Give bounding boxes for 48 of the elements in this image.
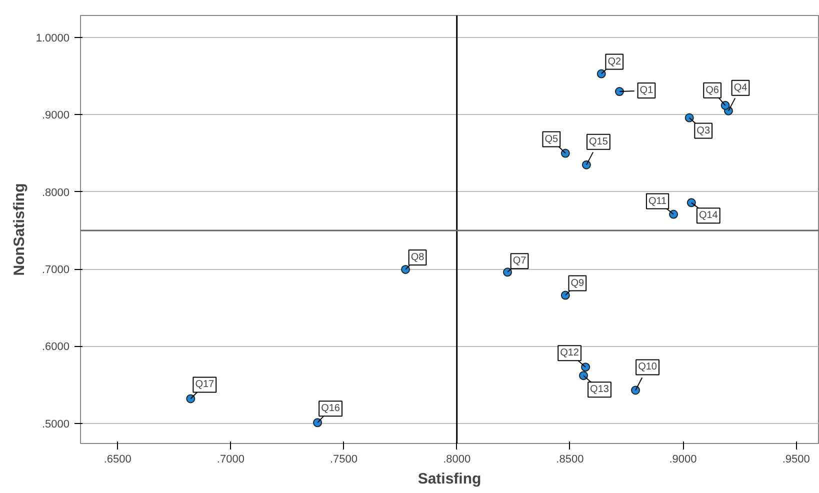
annotation: Q14 xyxy=(698,210,718,222)
x-tick-label: .7500 xyxy=(330,454,358,466)
y-tick-label: .9000 xyxy=(42,110,70,122)
point xyxy=(686,198,696,208)
y-tick-label: .8000 xyxy=(42,186,70,199)
point xyxy=(669,210,678,219)
annotation: Q13 xyxy=(590,384,610,396)
annotation: Q7 xyxy=(512,256,527,267)
annotation: Q2 xyxy=(608,56,622,68)
annotation: Q3 xyxy=(696,125,710,136)
point xyxy=(684,113,694,122)
y-axis-title: NonSatisfing xyxy=(10,183,28,276)
y-tick-label: .5000 xyxy=(42,418,70,430)
point xyxy=(631,386,640,395)
annotation: Q15 xyxy=(588,136,608,148)
x-axis-title: Satisfing xyxy=(418,470,482,488)
x-tick-label: .9000 xyxy=(669,454,697,466)
point xyxy=(313,418,322,428)
x-tick-label: .8500 xyxy=(556,454,584,466)
x-tick-label: .9500 xyxy=(782,454,810,466)
point xyxy=(503,268,512,277)
point xyxy=(560,290,570,300)
annotation: Q9 xyxy=(570,278,585,289)
x-tick-label: .8000 xyxy=(443,454,471,466)
point xyxy=(614,87,624,96)
point xyxy=(560,148,570,158)
annotation: Q17 xyxy=(195,379,215,390)
y-tick-label: 1.0000 xyxy=(36,32,70,44)
point xyxy=(596,69,606,78)
y-tick-label: .7000 xyxy=(42,264,70,276)
point xyxy=(720,100,730,110)
point xyxy=(582,160,591,170)
y-tick-label: .6000 xyxy=(42,341,70,354)
x-tick-label: .7000 xyxy=(216,454,244,466)
annotation: Q4 xyxy=(734,82,748,94)
point xyxy=(186,394,196,404)
annotation: Q8 xyxy=(410,252,425,263)
point xyxy=(401,264,410,274)
point xyxy=(581,362,590,372)
annotation: Q11 xyxy=(648,196,668,207)
annotation: Q6 xyxy=(706,84,720,96)
annotation: Q5 xyxy=(544,134,559,145)
annotation: Q1 xyxy=(640,85,654,96)
point xyxy=(579,371,588,380)
annotation: Q16 xyxy=(321,403,340,414)
annotation: Q10 xyxy=(638,362,658,373)
annotation: Q12 xyxy=(560,348,580,359)
x-tick-label: .6500 xyxy=(104,454,132,466)
